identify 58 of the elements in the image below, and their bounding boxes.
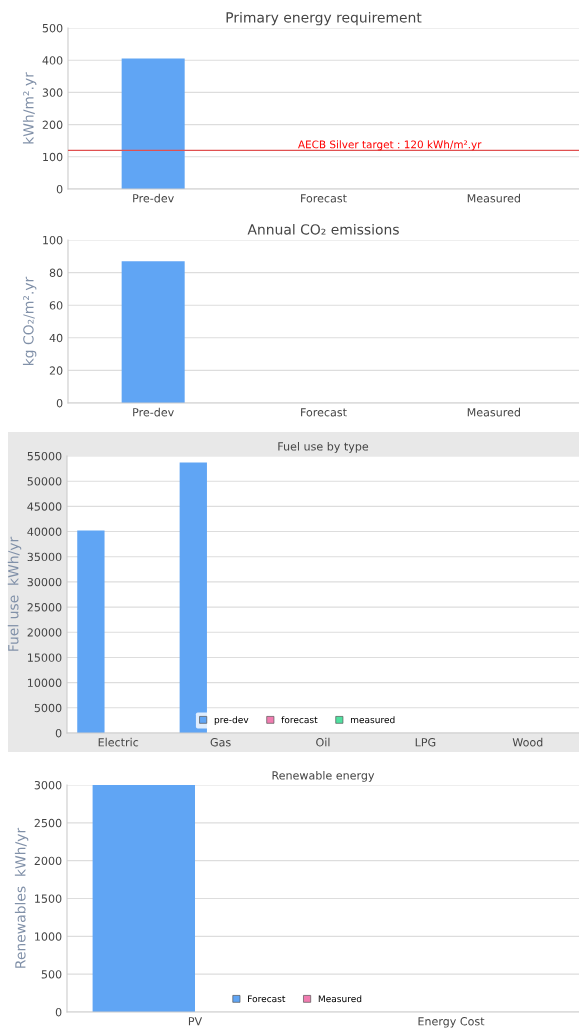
y-tick-label: 35000	[27, 552, 62, 562]
y-axis-title: Renewables kWh/yr	[14, 827, 29, 968]
y-tick-label: 0	[56, 184, 63, 194]
y-tick-label: 100	[43, 152, 63, 162]
x-tick-label: Gas	[210, 738, 231, 747]
y-tick-label: 25000	[27, 603, 62, 612]
y-tick-label: 30000	[27, 577, 62, 587]
x-tick-label: LPG	[415, 738, 436, 747]
x-tick-label: Electric	[98, 737, 139, 747]
y-axis-title: kWh/m².yr	[22, 72, 37, 144]
y-tick-label: 100	[43, 235, 63, 245]
y-tick-label: 0	[56, 398, 63, 408]
legend-label: pre-dev	[214, 716, 249, 725]
y-tick-label: 1500	[35, 894, 62, 903]
x-tick-label: Forecast	[301, 194, 347, 203]
y-tick-label: 50000	[27, 477, 62, 486]
y-tick-label: 20000	[27, 628, 62, 637]
y-tick-label: 2000	[34, 856, 62, 866]
y-tick-label: 80	[49, 268, 63, 277]
y-tick-label: 2500	[34, 818, 62, 828]
chart-title: Fuel use by type	[278, 442, 369, 453]
y-tick-label: 60	[49, 301, 63, 310]
x-tick-label: Energy Cost	[418, 1017, 485, 1028]
y-tick-label: 40000	[27, 527, 62, 536]
chart-title: Primary energy requirement	[226, 11, 422, 26]
y-tick-label: 45000	[27, 502, 62, 511]
x-tick-label: Pre-dev	[133, 407, 174, 417]
legend-label: Forecast	[248, 995, 286, 1003]
chart-title: Annual CO₂ emissions	[247, 223, 399, 235]
x-tick-label: Measured	[467, 407, 520, 417]
x-tick-label: PV	[188, 1017, 203, 1026]
ref-line-label: AECB Silver target : 120 kWh/m².yr	[298, 140, 482, 151]
legend-label: forecast	[281, 716, 318, 724]
y-axis-title: Fuel use kWh/yr	[7, 536, 22, 651]
y-tick-label: 20	[49, 366, 63, 375]
y-tick-label: 300	[42, 88, 63, 97]
y-tick-label: 200	[42, 120, 63, 129]
y-tick-label: 15000	[28, 653, 62, 662]
legend-label: Measured	[318, 995, 362, 1003]
x-tick-label: Pre-dev	[133, 193, 174, 203]
y-tick-label: 1000	[35, 932, 62, 941]
y-tick-label: 400	[42, 56, 63, 65]
chart-title: Renewable energy	[272, 771, 375, 782]
y-tick-label: 0	[55, 1007, 62, 1017]
x-tick-label: Oil	[316, 737, 330, 747]
x-tick-label: Forecast	[301, 408, 347, 417]
y-tick-label: 55000	[27, 451, 62, 461]
y-tick-label: 500	[41, 970, 62, 979]
x-tick-label: Wood	[512, 737, 543, 747]
y-tick-label: 40	[49, 333, 63, 343]
legend-label: measured	[350, 716, 395, 724]
y-tick-label: 10000	[28, 678, 62, 688]
y-tick-label: 5000	[34, 703, 62, 713]
y-axis-title: kg CO₂/m².yr	[22, 276, 37, 366]
y-tick-label: 500	[42, 23, 63, 33]
y-tick-label: 0	[55, 728, 62, 738]
y-tick-label: 3000	[34, 780, 62, 790]
x-tick-label: Measured	[467, 193, 520, 203]
